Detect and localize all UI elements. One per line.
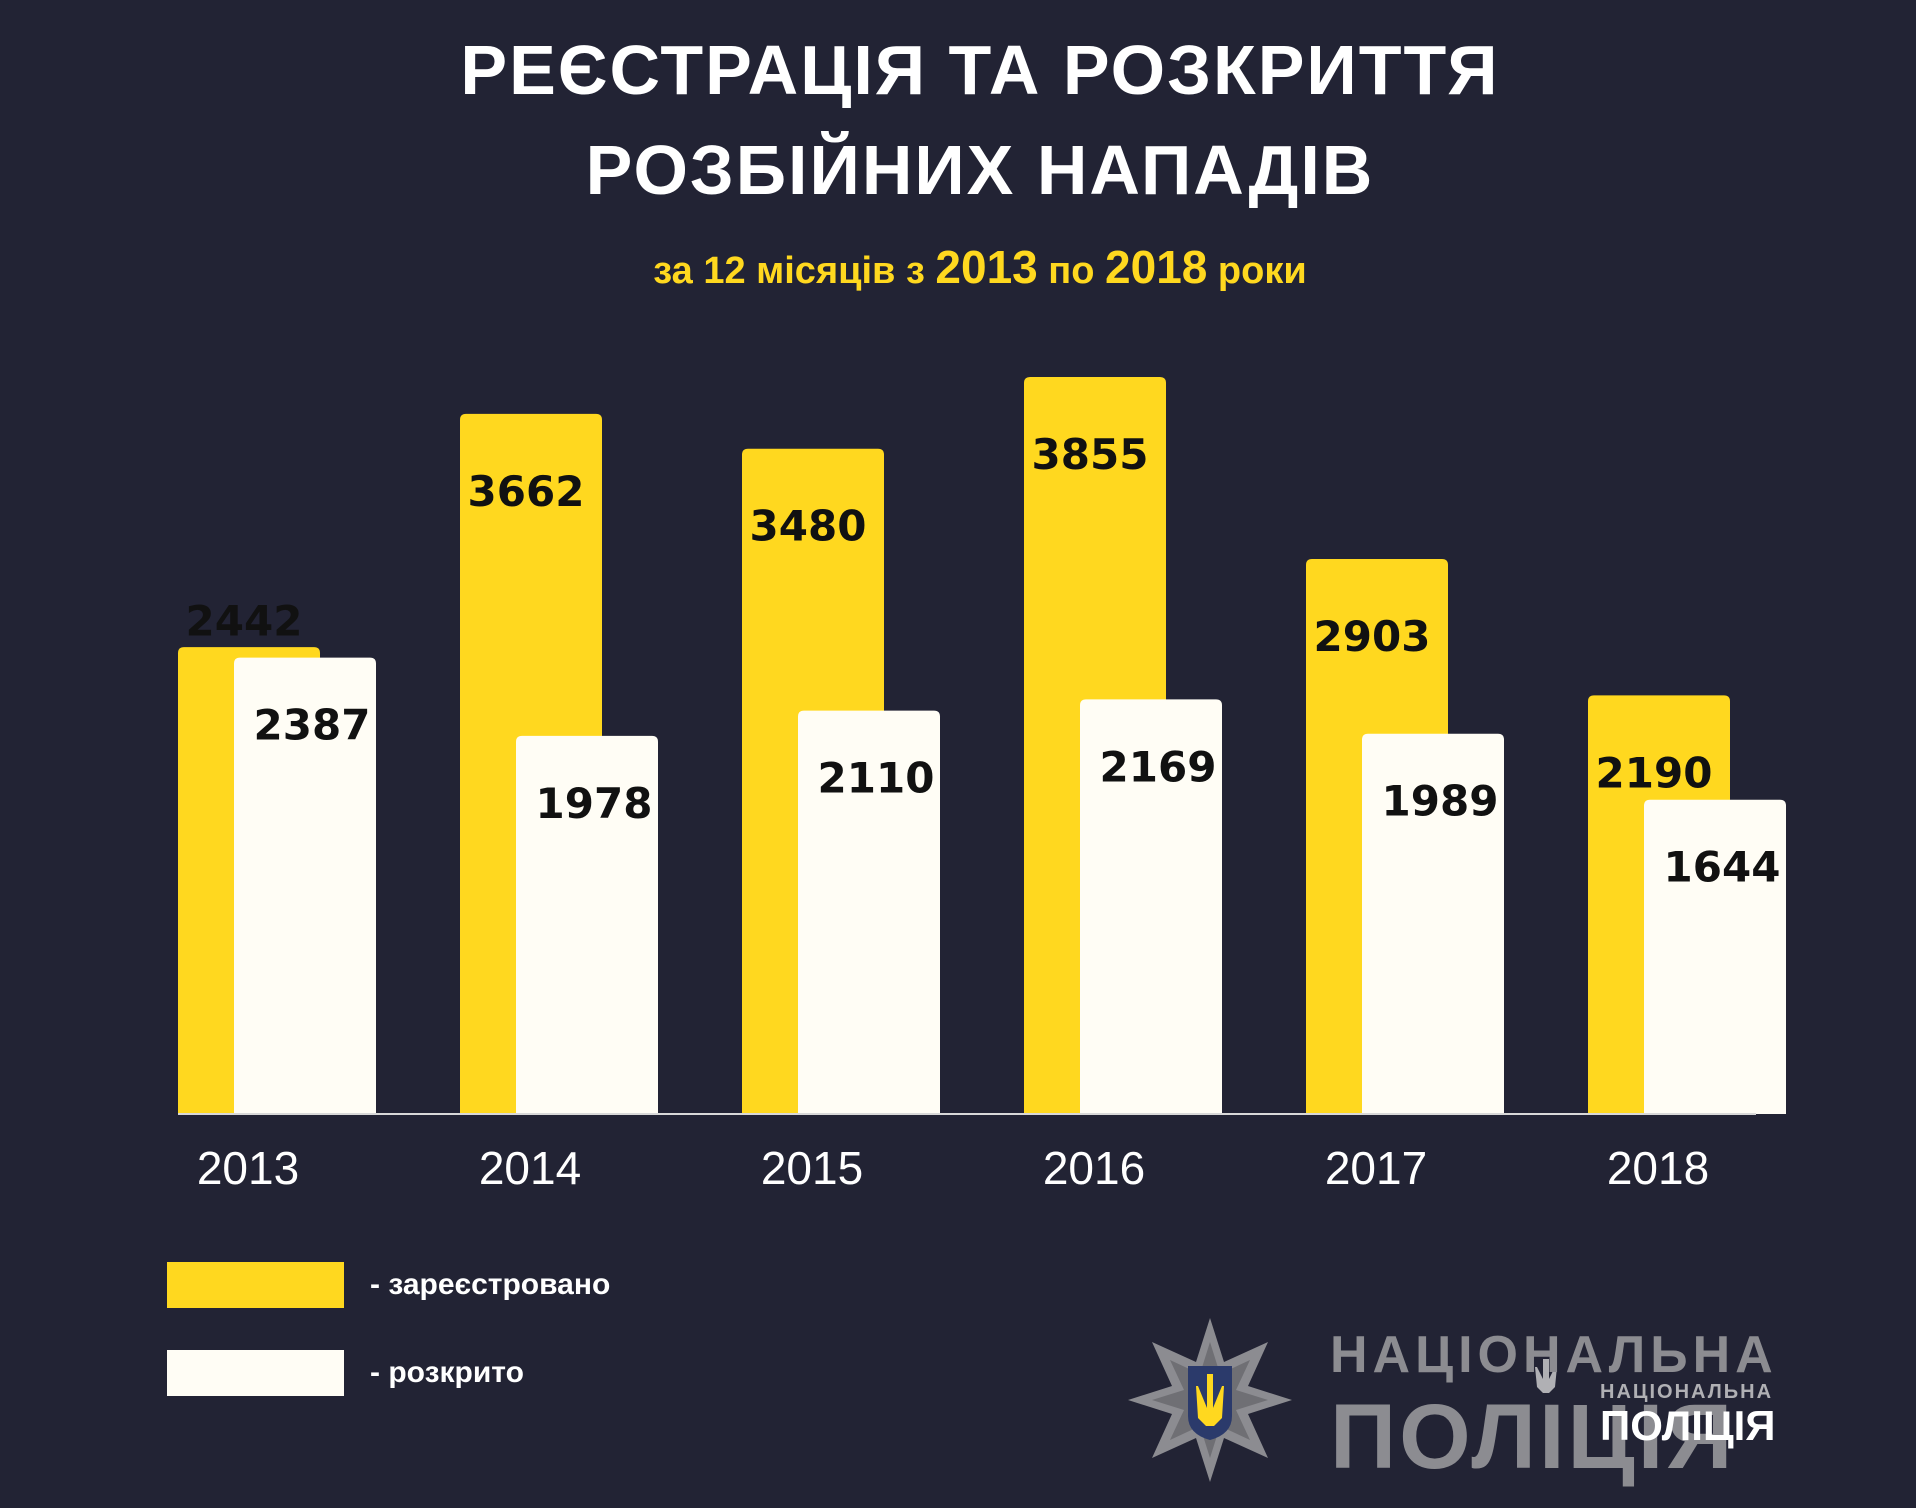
subtitle-part2: по <box>1037 250 1106 292</box>
data-label-solved-2015: 2110 <box>818 754 935 803</box>
data-label-registered-2018: 2190 <box>1596 748 1713 797</box>
data-label-solved-2014: 1978 <box>536 779 653 828</box>
data-label-solved-2016: 2169 <box>1100 742 1217 791</box>
x-tick-label-2016: 2016 <box>1043 1142 1145 1194</box>
x-tick-label-2014: 2014 <box>479 1142 581 1194</box>
logo-small-text-police: ПОЛІЦІЯ <box>1600 1402 1776 1449</box>
x-tick-label-2017: 2017 <box>1325 1142 1427 1194</box>
legend-item-solved: - розкрито <box>167 1350 524 1396</box>
police-star-icon <box>1128 1318 1292 1482</box>
legend-label-solved: - розкрито <box>370 1356 524 1389</box>
bar-solved-2018 <box>1644 799 1786 1114</box>
legend-swatch-registered <box>167 1262 344 1308</box>
chart-title-line2: РОЗБІЙНИХ НАПАДІВ <box>585 131 1375 209</box>
subtitle-part3: роки <box>1207 250 1307 292</box>
x-tick-label-2013: 2013 <box>197 1142 299 1194</box>
bar-solved-2017 <box>1362 733 1504 1114</box>
data-label-registered-2014: 3662 <box>468 467 585 516</box>
small-trident-icon <box>1535 1359 1557 1393</box>
legend-swatch-solved <box>167 1350 344 1396</box>
logo-small-text-national: НАЦІОНАЛЬНА <box>1600 1381 1774 1403</box>
data-label-registered-2017: 2903 <box>1314 612 1431 661</box>
data-label-registered-2016: 3855 <box>1032 430 1149 479</box>
bar-solved-2015 <box>798 710 940 1114</box>
data-label-solved-2018: 1644 <box>1664 843 1781 892</box>
subtitle-year-to: 2018 <box>1105 241 1208 293</box>
police-logo <box>1128 1318 1557 1482</box>
legend-item-registered: - зареєстровано <box>167 1262 610 1308</box>
bar-solved-2013 <box>234 657 376 1114</box>
logo-text-police: ПОЛІЦІЯ <box>1330 1386 1736 1488</box>
chart-title-line1: РЕЄСТРАЦІЯ ТА РОЗКРИТТЯ <box>460 31 1500 109</box>
data-label-registered-2013: 2442 <box>186 597 303 646</box>
subtitle-year-from: 2013 <box>935 241 1038 293</box>
chart-subtitle: за 12 місяців з 2013 по 2018 роки <box>0 240 1916 294</box>
logo-text-national: НАЦІОНАЛЬНА <box>1330 1326 1778 1384</box>
data-label-solved-2017: 1989 <box>1382 777 1499 826</box>
legend-label-registered: - зареєстровано <box>370 1268 611 1301</box>
x-tick-label-2015: 2015 <box>761 1142 863 1194</box>
x-tick-label-2018: 2018 <box>1607 1142 1709 1194</box>
data-label-registered-2015: 3480 <box>750 502 867 551</box>
bar-solved-2016 <box>1080 699 1222 1114</box>
bar-solved-2014 <box>516 735 658 1114</box>
subtitle-part1: за 12 місяців з <box>653 250 936 292</box>
data-label-solved-2013: 2387 <box>254 701 371 750</box>
